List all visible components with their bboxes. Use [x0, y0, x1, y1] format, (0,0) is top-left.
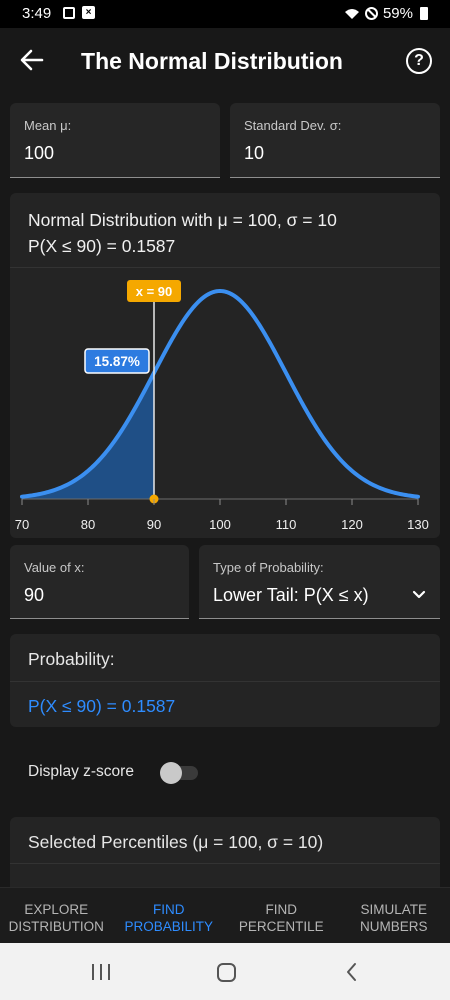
- distribution-chart-card: Normal Distribution with μ = 100, σ = 10…: [10, 193, 440, 538]
- area-label-badge: [84, 348, 150, 374]
- x-tick-label: 80: [81, 517, 95, 532]
- mean-field[interactable]: Mean μ: 100: [10, 103, 220, 178]
- x-value-input[interactable]: 90: [24, 585, 45, 605]
- page-title: The Normal Distribution: [81, 48, 343, 74]
- sd-input[interactable]: 10: [244, 143, 265, 163]
- x-tick-label: 90: [147, 517, 161, 532]
- sd-label: Standard Dev. σ:: [244, 118, 342, 133]
- home-icon[interactable]: [217, 963, 236, 982]
- x-value-field[interactable]: Value of x: 90: [10, 545, 189, 619]
- bottom-tab-bar: Explore Distribution Find Probability Fi…: [0, 887, 450, 943]
- shaded-area: [22, 372, 154, 499]
- do-not-disturb-icon: [364, 7, 378, 20]
- chevron-down-icon[interactable]: [412, 590, 426, 600]
- tab-label-line1: Find: [265, 902, 298, 917]
- sd-field[interactable]: Standard Dev. σ: 10: [230, 103, 440, 178]
- x-tick-label: 100: [209, 517, 231, 532]
- tab-label-line2: Numbers: [359, 919, 428, 934]
- marker-label-badge: [127, 280, 181, 302]
- x-tick-label: 70: [15, 517, 29, 532]
- percentiles-header: Selected Percentiles (μ = 100, σ = 10): [28, 832, 324, 852]
- status-right: 59%: [344, 5, 428, 22]
- normal-curve: [20, 288, 420, 499]
- battery-icon: [420, 7, 428, 20]
- mean-input[interactable]: 100: [24, 143, 55, 163]
- chart-subtitle: P(X ≤ 90) = 0.1587: [28, 236, 176, 256]
- tab-label-line2: Percentile: [238, 919, 324, 934]
- probability-type-value[interactable]: Lower Tail: P(X ≤ x): [213, 585, 369, 605]
- app-bar: The Normal Distribution ?: [0, 28, 450, 96]
- marker-label: x = 90: [136, 284, 173, 299]
- toggle-knob: [160, 762, 182, 784]
- tab-label-line2: Distribution: [8, 919, 104, 934]
- x-tick-label: 130: [407, 517, 429, 532]
- x-tick-label: 120: [341, 517, 363, 532]
- help-icon[interactable]: ?: [406, 48, 432, 74]
- probability-divider: [10, 681, 440, 682]
- x-value-label: Value of x:: [24, 560, 85, 575]
- tab-label-line1: Simulate: [360, 902, 427, 917]
- tab-simulate-numbers[interactable]: Simulate Numbers: [338, 888, 450, 943]
- probability-type-label: Type of Probability:: [213, 560, 324, 575]
- battery-percent: 59%: [382, 5, 413, 22]
- zscore-label: Display z-score: [28, 763, 134, 780]
- tab-label-line1: Find: [153, 902, 185, 917]
- tab-explore-distribution[interactable]: Explore Distribution: [0, 888, 113, 943]
- tab-find-percentile[interactable]: Find Percentile: [225, 888, 338, 943]
- wifi-icon: [344, 8, 359, 19]
- normal-curve-chart[interactable]: x = 90 15.87% 70 80 90 100 110 120 130: [10, 193, 440, 538]
- status-bar: 3:49 × 59%: [0, 0, 450, 28]
- percentiles-divider: [10, 863, 440, 864]
- zscore-toggle[interactable]: [160, 762, 198, 784]
- recent-apps-icon[interactable]: [92, 964, 110, 980]
- tab-find-probability[interactable]: Find Probability: [113, 888, 226, 943]
- system-nav-bar: [0, 943, 450, 1000]
- status-time: 3:49: [22, 5, 52, 22]
- chart-title: Normal Distribution with μ = 100, σ = 10: [28, 210, 337, 230]
- chart-heading: Normal Distribution with μ = 100, σ = 10…: [28, 207, 337, 259]
- back-arrow-icon[interactable]: [18, 46, 46, 74]
- area-percent-label: 15.87%: [94, 354, 140, 369]
- tab-label-line2: Probability: [124, 919, 214, 934]
- x-tick-label: 110: [276, 517, 297, 532]
- probability-type-select[interactable]: Type of Probability: Lower Tail: P(X ≤ x…: [199, 545, 440, 619]
- probability-header: Probability:: [28, 649, 115, 669]
- probability-result: P(X ≤ 90) = 0.1587: [28, 696, 176, 716]
- tab-label-line1: Explore: [24, 902, 89, 917]
- chart-divider: [10, 267, 440, 268]
- gallery-notification-icon: [63, 7, 75, 19]
- app-notification-icon: ×: [82, 6, 95, 19]
- mean-label: Mean μ:: [24, 118, 72, 133]
- nav-back-icon[interactable]: [344, 962, 360, 982]
- probability-card: Probability: P(X ≤ 90) = 0.1587: [10, 634, 440, 727]
